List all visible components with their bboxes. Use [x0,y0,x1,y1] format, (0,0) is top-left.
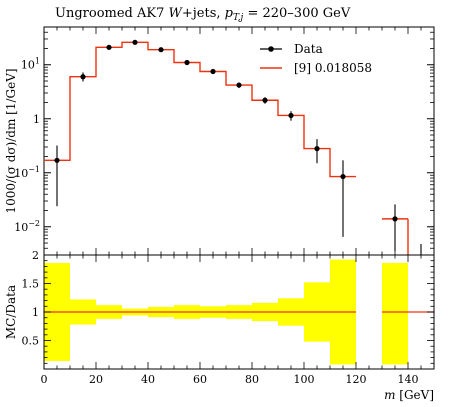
x-tick-label: 120 [346,373,367,386]
chart-title: Ungroomed AK7 W+jets, pT,j = 220–300 GeV [55,6,351,23]
main-y-axis-label: 1000/(σ dσ)/dm [1/GeV] [4,68,18,213]
data-point [106,44,112,50]
tick-exponent: −1 [28,165,40,174]
tick-exponent: −2 [28,219,40,228]
x-tick-label: 80 [245,373,259,386]
x-tick-label: 40 [141,373,155,386]
data-point [132,39,138,45]
data-point [80,74,86,80]
data-point [340,173,346,180]
tick-base: 10 [14,167,28,180]
ratio-y-tick-label: 2 [32,249,39,262]
x-tick-label: 60 [193,373,207,386]
data-point [236,82,242,88]
ratio-y-tick-label: 0.5 [22,335,40,348]
main-y-tick-label: 1 [33,113,40,126]
data-point [314,146,320,152]
tick-exponent: 1 [35,57,40,66]
x-axis-label: m [GeV] [384,388,434,402]
main-frame [43,26,435,256]
data-point [288,112,294,119]
data-point [184,59,190,66]
ratio-ticks: 0.511.520 20 40 60 80 100 120 140 [22,249,435,386]
ratio-panel: 0.511.520 20 40 60 80 100 120 140 MC/Data m [Ge… [4,249,435,402]
x-tick-label: 0 [41,373,48,386]
legend-data-marker [260,46,282,52]
data-point [392,216,398,222]
data-point [158,47,164,53]
x-tick-label: 100 [294,373,315,386]
main-y-tick-label: 101 [21,57,40,72]
tick-base: 10 [21,59,35,72]
main-y-tick-label: 10−2 [14,219,40,234]
x-tick-label: 20 [89,373,103,386]
legend-mc-label: [9] 0.018058 [294,61,372,75]
legend: Data [9] 0.018058 [260,42,372,75]
data-point [262,97,268,103]
ratio-y-tick-label: 1.5 [22,278,40,291]
tick-base: 10 [14,221,28,234]
ratio-y-axis-label: MC/Data [4,285,18,339]
tick-base: 1 [33,113,40,126]
ratio-y-tick-label: 1 [32,306,39,319]
ratio-band-bin [382,262,408,365]
data-point [54,157,60,163]
mc-histogram-line [44,41,356,178]
data-point [210,68,216,75]
data-points [54,39,422,255]
main-y-tick-label: 10−1 [14,165,40,180]
legend-data-label: Data [294,42,323,56]
x-tick-label: 140 [398,373,419,386]
